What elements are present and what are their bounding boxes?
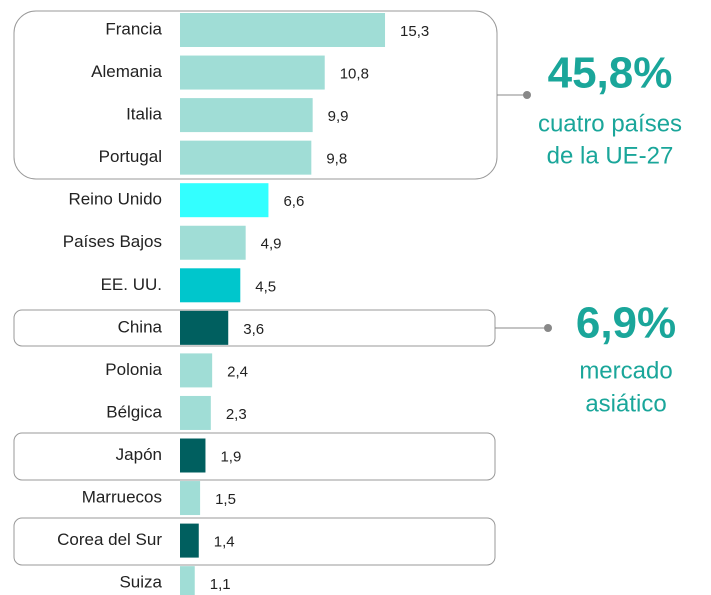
annotation-text: de la UE-27 [547, 142, 674, 169]
bar [180, 481, 201, 516]
annotation-text: cuatro países [538, 110, 682, 137]
bar [180, 523, 199, 558]
category-label: Polonia [105, 360, 162, 379]
category-label: Italia [126, 105, 162, 124]
value-label: 9,8 [326, 151, 347, 168]
connector-dot [523, 91, 531, 99]
category-label: EE. UU. [101, 275, 162, 294]
bar [180, 225, 246, 260]
category-label: China [118, 317, 163, 336]
bar [180, 438, 206, 473]
category-label: Países Bajos [63, 232, 162, 251]
bar [180, 310, 229, 345]
category-label: Portugal [99, 147, 162, 166]
bar [180, 140, 312, 175]
value-label: 1,5 [215, 491, 236, 508]
annotation-text: asiático [585, 390, 666, 417]
value-label: 1,1 [210, 576, 231, 593]
category-label: Marruecos [82, 488, 162, 507]
category-label: Corea del Sur [57, 530, 162, 549]
value-label: 2,3 [226, 406, 247, 423]
bar [180, 98, 313, 133]
category-label: Suiza [119, 573, 162, 592]
category-label: Japón [116, 445, 162, 464]
group-box [13, 517, 496, 566]
category-label: Francia [105, 19, 162, 38]
annotation-headline: 6,9% [576, 299, 676, 348]
group-box [13, 432, 496, 481]
annotation-headline: 45,8% [548, 49, 673, 98]
bar [180, 566, 195, 595]
value-label: 1,4 [214, 534, 235, 551]
bar [180, 395, 211, 430]
value-label: 6,6 [283, 193, 304, 210]
bar [180, 268, 241, 303]
annotation-text: mercado [579, 357, 672, 384]
value-label: 10,8 [340, 66, 369, 83]
category-label: Alemania [91, 62, 162, 81]
value-label: 9,9 [328, 108, 349, 125]
bar [180, 13, 386, 47]
category-label: Bélgica [106, 402, 162, 421]
category-label: Reino Unido [68, 190, 162, 209]
bar [180, 353, 213, 388]
value-label: 4,5 [255, 278, 276, 295]
connector-dot [544, 324, 552, 332]
bar [180, 183, 269, 218]
value-label: 3,6 [243, 321, 264, 338]
value-label: 4,9 [261, 236, 282, 253]
value-label: 1,9 [220, 448, 241, 465]
bar [180, 55, 325, 90]
value-label: 2,4 [227, 363, 248, 380]
value-label: 15,3 [400, 23, 429, 40]
